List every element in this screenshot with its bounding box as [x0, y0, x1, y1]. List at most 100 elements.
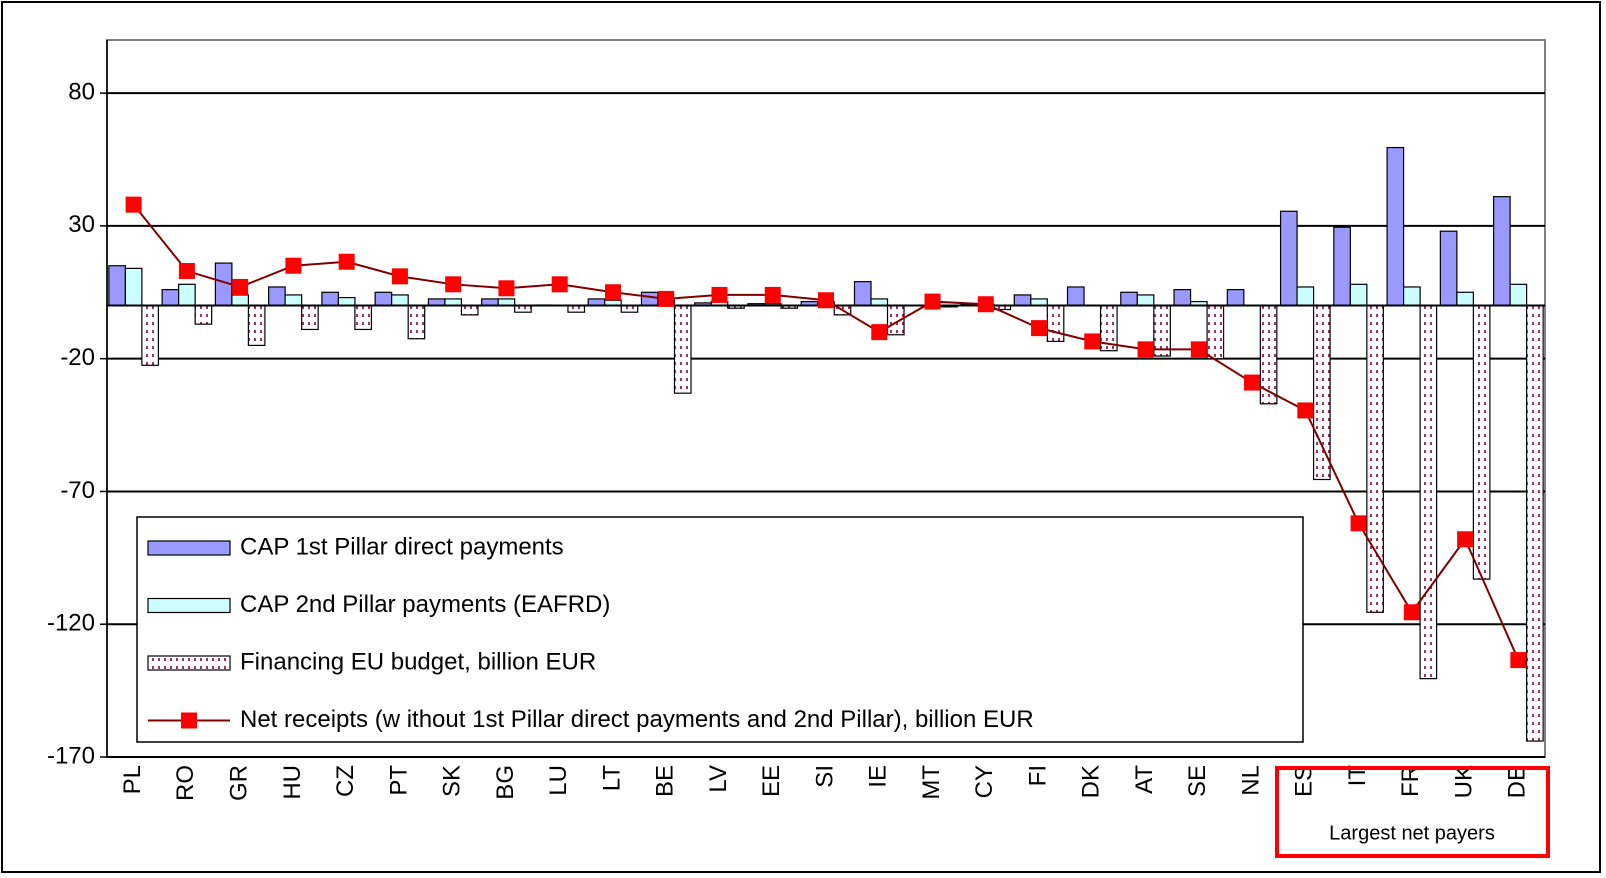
bar: [1226, 289, 1245, 307]
bar: [1296, 286, 1315, 307]
x-tick-label: FR: [1397, 765, 1424, 797]
marker: [604, 284, 621, 301]
x-tick-label: CY: [971, 765, 998, 798]
x-tick-label: SI: [811, 765, 838, 788]
y-tick-label: -120: [47, 610, 95, 637]
marker: [1510, 652, 1527, 669]
bar: [161, 289, 180, 307]
bar: [1333, 226, 1351, 307]
bar: [1066, 286, 1085, 307]
bar: [1349, 283, 1368, 307]
marker: [711, 286, 728, 303]
x-tick-label: GR: [225, 765, 252, 801]
bar: [1173, 289, 1192, 307]
bar: [1136, 294, 1155, 307]
bar: [194, 304, 213, 325]
x-tick-label: IT: [1344, 765, 1371, 787]
y-tick-label: -170: [47, 742, 95, 769]
x-tick-label: PT: [385, 765, 412, 796]
bar: [108, 265, 126, 307]
legend-key: [147, 655, 231, 671]
x-tick-label: IE: [865, 765, 892, 788]
bar: [1386, 146, 1405, 307]
legend-key: [147, 540, 231, 556]
marker: [445, 276, 462, 293]
bar: [460, 304, 479, 316]
bar: [1439, 230, 1458, 307]
bar: [321, 291, 340, 307]
marker: [1297, 402, 1314, 419]
annotation-box: [1275, 766, 1550, 858]
x-tick-label: DE: [1504, 765, 1531, 798]
x-tick-label: BE: [652, 765, 679, 797]
annotation: Largest net payers: [1329, 822, 1495, 844]
bar: [1366, 304, 1384, 613]
x-tick-label: NL: [1237, 765, 1264, 796]
bar: [301, 304, 319, 331]
marker: [391, 268, 408, 285]
y-tick-label: 30: [68, 211, 95, 238]
y-tick-label: 80: [68, 78, 95, 105]
legend-key: [181, 712, 197, 729]
bar: [1526, 304, 1544, 742]
bar: [640, 291, 659, 307]
bar: [337, 296, 356, 307]
bar: [1279, 210, 1298, 307]
x-tick-label: DK: [1078, 765, 1105, 798]
x-tick-label: HU: [279, 765, 306, 800]
bar: [1402, 286, 1421, 307]
marker: [1244, 374, 1261, 391]
legend-key: [147, 597, 231, 614]
bar: [1013, 294, 1032, 307]
marker: [818, 292, 834, 309]
marker: [1031, 320, 1048, 337]
bar: [354, 304, 373, 331]
x-tick-label: BG: [492, 765, 519, 800]
marker: [977, 296, 994, 313]
marker: [338, 253, 355, 270]
marker: [551, 276, 568, 293]
x-tick-label: ES: [1291, 765, 1318, 797]
x-tick-label: FI: [1024, 765, 1051, 786]
bar: [391, 294, 409, 307]
x-tick-label: PL: [119, 765, 146, 794]
legend-label: Financing EU budget, billion EUR: [240, 648, 596, 675]
marker: [125, 196, 142, 213]
legend-label: CAP 1st Pillar direct payments: [240, 533, 564, 560]
x-tick-label: EE: [758, 765, 785, 797]
marker: [1457, 531, 1474, 548]
marker: [498, 280, 515, 297]
bar: [231, 294, 250, 307]
bar: [1509, 283, 1528, 307]
marker: [1084, 333, 1101, 350]
bar: [1456, 291, 1474, 307]
x-tick-label: RO: [172, 765, 199, 801]
x-tick-label: UK: [1450, 765, 1477, 798]
marker: [1350, 515, 1367, 532]
x-tick-label: CZ: [332, 765, 359, 797]
marker: [1190, 341, 1207, 358]
bar: [1419, 304, 1438, 680]
bar: [284, 294, 303, 307]
bar: [247, 304, 266, 346]
bar: [1046, 304, 1065, 343]
bar: [1120, 291, 1138, 307]
x-tick-label: LT: [598, 765, 625, 792]
bar: [1312, 304, 1331, 481]
x-tick-label: LV: [705, 765, 732, 793]
marker: [924, 293, 941, 310]
marker: [658, 290, 675, 307]
marker: [871, 324, 888, 341]
bar: [374, 291, 393, 307]
bar: [141, 304, 159, 366]
marker: [1137, 341, 1154, 358]
x-tick-label: AT: [1131, 765, 1158, 794]
bar: [1206, 304, 1225, 360]
legend-label: Net receipts (w ithout 1st Pillar direct…: [240, 706, 1034, 733]
bar: [853, 281, 872, 307]
legend: [136, 516, 1304, 743]
legend-label: CAP 2nd Pillar payments (EAFRD): [240, 591, 610, 618]
bar: [673, 304, 692, 394]
marker: [285, 257, 302, 274]
